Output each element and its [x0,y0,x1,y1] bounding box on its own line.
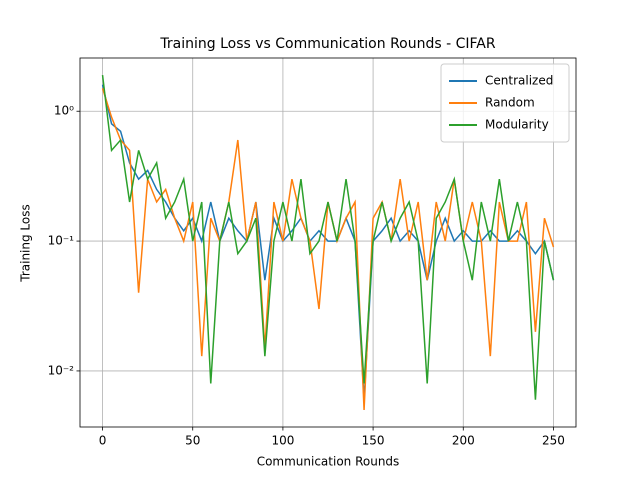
legend-label: Modularity [485,118,549,132]
legend-label: Random [485,96,535,110]
chart-title: Training Loss vs Communication Rounds - … [159,36,495,52]
y-tick-label: 10⁻² [48,363,75,377]
series-line [101,84,555,400]
x-tick-label: 250 [542,434,565,448]
x-tick-label: 150 [362,434,385,448]
x-tick-label: 200 [452,434,475,448]
y-tick-label: 10⁰ [54,104,74,118]
x-tick-label: 50 [185,434,200,448]
legend-label: Centralized [485,74,553,88]
y-axis-label: Training Loss [19,204,33,282]
series-line [101,74,555,400]
x-tick-label: 100 [271,434,294,448]
legend-box [440,63,570,143]
x-tick-label: 0 [99,434,107,448]
plot-frame [79,57,577,428]
legend: Centralized Random Modularity [440,63,570,143]
x-axis-label: Communication Rounds [257,455,400,469]
y-tick-label: 10⁻¹ [48,234,75,248]
